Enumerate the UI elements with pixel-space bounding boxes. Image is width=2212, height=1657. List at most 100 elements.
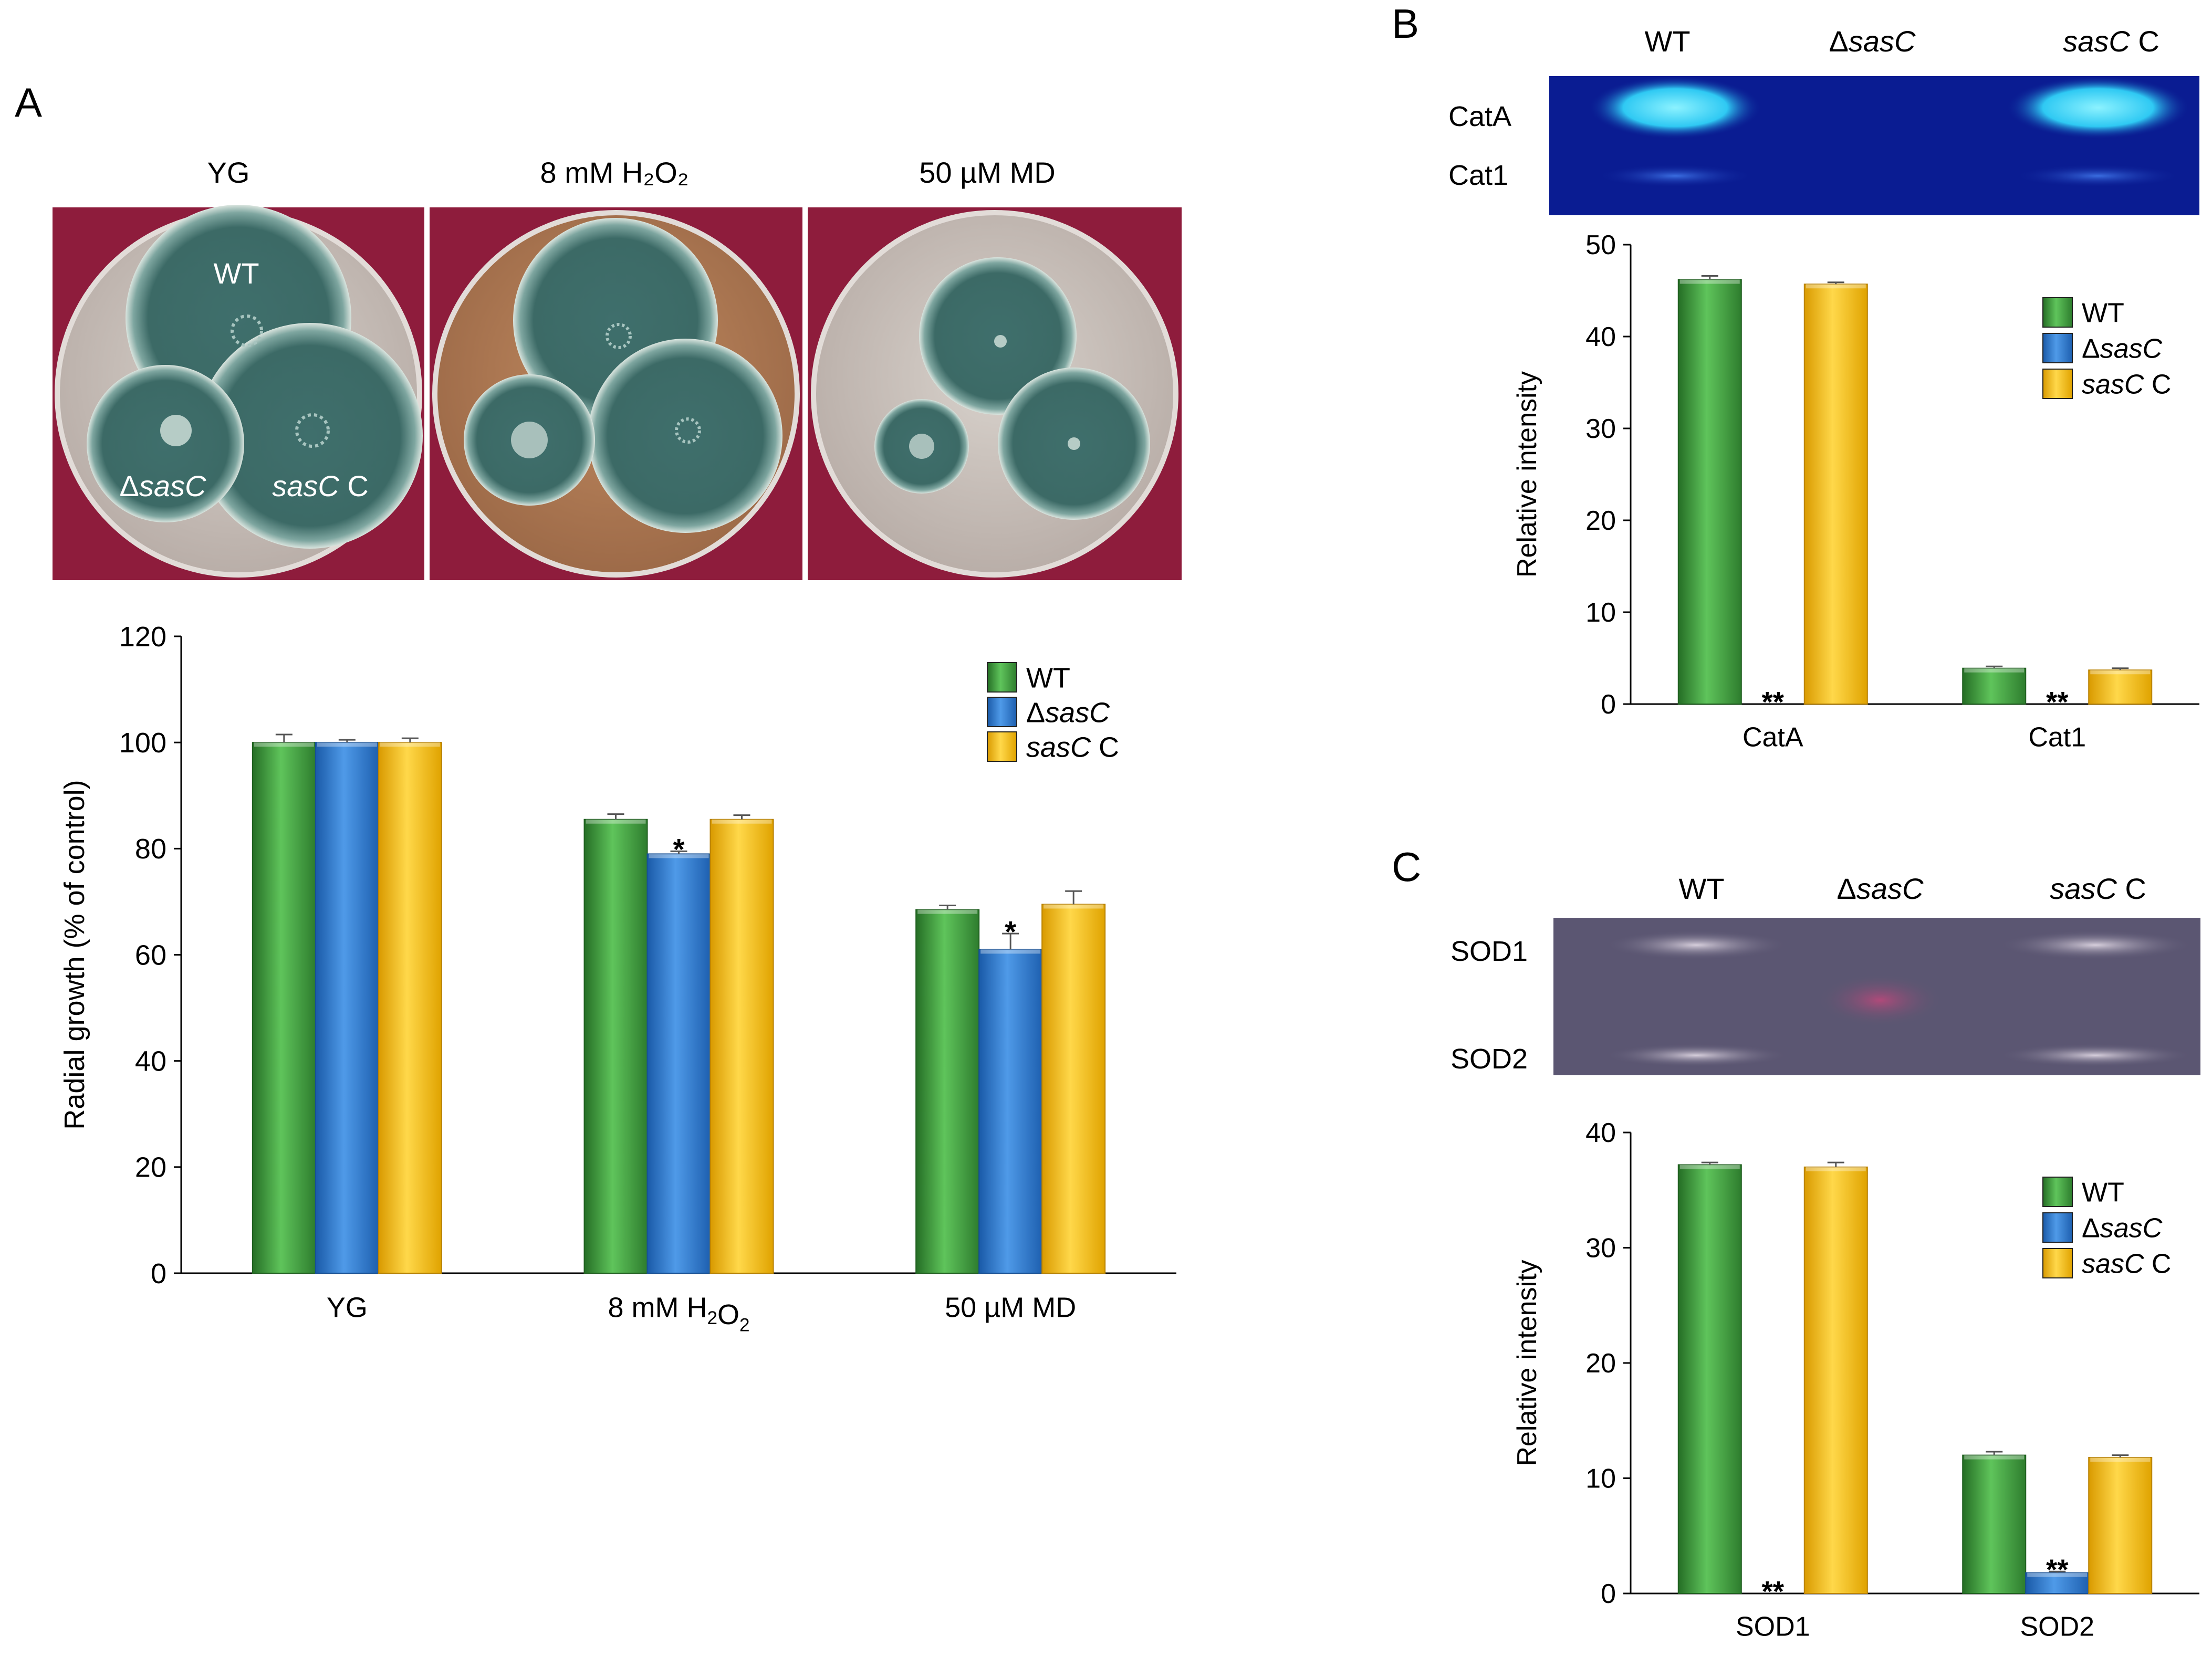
plate-yg: WT ΔsasC sasC C [53, 205, 424, 580]
x-tick-label: CatA [1743, 722, 1803, 753]
y-tick-label: 40 [1585, 1118, 1616, 1148]
panel-label-c: C [1392, 844, 1421, 890]
bar-chart-radial-growth: 0 20 40 60 80 100 120 Radial growth (% of contr… [59, 621, 1176, 1336]
colony-sascc [197, 323, 423, 549]
y-tick-label: 20 [1585, 506, 1616, 536]
plate-col-label-md: 50 µM MD [919, 156, 1055, 189]
y-tick-label: 40 [1585, 322, 1616, 352]
bar-wt-1 [1962, 667, 2027, 705]
plate-col-label-yg: YG [207, 156, 250, 189]
significance-mark: ** [1762, 1576, 1785, 1608]
bar-wt-1 [583, 819, 648, 1274]
bar-dsasc-2 [978, 949, 1043, 1274]
significance-mark: ** [2046, 686, 2069, 718]
y-axis-label: Relative intensity [1512, 1260, 1542, 1466]
bar-chart-sod: 0 10 20 30 40 Relative intensity SOD1 SOD2 ** ** W… [1512, 1118, 2199, 1642]
y-tick-label: 100 [119, 727, 166, 759]
bar-highlight [254, 742, 314, 747]
significance-mark: * [673, 833, 684, 866]
legend-label-wt: WT [1026, 662, 1070, 694]
legend-swatch-dsasc [2042, 333, 2073, 363]
legend-swatch-dsasc [987, 697, 1017, 727]
y-tick-label: 30 [1585, 414, 1616, 444]
legend-label-sascc: sasC C [2082, 370, 2171, 400]
bar-highlight [1806, 1167, 1866, 1171]
gel-b-lane-sascc: sasC C [2063, 25, 2159, 58]
bar-dsasc-1 [646, 853, 711, 1274]
legend-swatch-sascc [2042, 369, 2073, 399]
x-tick-label: 50 µM MD [945, 1292, 1076, 1324]
bar-wt-0 [1677, 279, 1742, 705]
bar-highlight [380, 742, 440, 747]
bar-sascc-2 [1041, 904, 1106, 1274]
y-tick-label: 40 [135, 1046, 166, 1077]
bar-highlight [2090, 670, 2151, 675]
bar-highlight [1679, 1165, 1740, 1169]
legend-swatch-wt [987, 662, 1017, 693]
bar-dsasc-0 [315, 742, 379, 1274]
y-tick-label: 20 [1585, 1348, 1616, 1379]
bar-wt-1 [1962, 1454, 2027, 1595]
y-tick-label: 0 [1601, 1579, 1616, 1609]
y-tick-label: 120 [119, 621, 166, 653]
y-tick-label: 20 [135, 1152, 166, 1183]
significance-mark: ** [1762, 686, 1785, 718]
x-tick-label: YG [327, 1292, 368, 1324]
bar-highlight [649, 854, 709, 858]
legend-label-dsasc: ΔsasC [2082, 1213, 2163, 1244]
x-tick-label: Cat1 [2028, 722, 2086, 753]
legend-label-dsasc: ΔsasC [2082, 334, 2163, 364]
plate-label-sascc: sasC C [272, 469, 369, 502]
gel-c-lane-wt: WT [1678, 872, 1724, 905]
gel-c-band-sod2: SOD2 [1451, 1043, 1528, 1075]
gel-b-lane-dsasc: ΔsasC [1829, 25, 1916, 58]
gel-c-lane-dsasc: ΔsasC [1837, 872, 1924, 905]
legend-label-wt: WT [2082, 298, 2124, 329]
plate-md [808, 207, 1182, 580]
bar-sascc-1 [709, 819, 774, 1274]
legend-swatch-wt [2042, 297, 2073, 328]
bar-highlight [317, 742, 377, 747]
bar-highlight [586, 819, 646, 824]
bar-sascc-1 [2088, 669, 2153, 705]
bar-sascc-0 [1803, 1166, 1868, 1595]
plate-col-label-h2o2: 8 mM H₂O₂ [540, 156, 688, 189]
gel-c-band-sod1: SOD1 [1451, 936, 1528, 967]
panel-label-b: B [1392, 1, 1419, 47]
gel-c-lane-sascc: sasC C [2050, 872, 2146, 905]
x-tick-label: SOD2 [2020, 1612, 2094, 1642]
y-tick-label: 10 [1585, 1464, 1616, 1494]
legend-label-sascc: sasC C [2082, 1249, 2171, 1280]
bar-highlight [1964, 668, 2025, 673]
bar-highlight [1679, 279, 1740, 284]
x-tick-label: SOD1 [1736, 1612, 1810, 1642]
bar-wt-0 [252, 742, 316, 1274]
gel-b-lane-wt: WT [1644, 25, 1690, 58]
legend-swatch-sascc [2042, 1248, 2073, 1278]
legend-label-sascc: sasC C [1026, 731, 1119, 763]
bar-highlight [917, 909, 978, 914]
significance-mark: ** [2046, 1554, 2069, 1586]
legend-swatch-sascc [987, 731, 1017, 762]
gel-b-band-cat1: Cat1 [1448, 160, 1508, 191]
y-tick-label: 0 [151, 1258, 166, 1289]
bar-highlight [712, 819, 772, 824]
bar-highlight [2090, 1457, 2151, 1462]
y-tick-label: 0 [1601, 689, 1616, 720]
plate-label-wt: WT [213, 257, 259, 290]
plate-h2o2 [430, 207, 802, 580]
plate-photo-panel-a: YG 8 mM H₂O₂ 50 µM MD WT ΔsasC sasC C [53, 156, 1182, 580]
legend: WT ΔsasC sasC C [2042, 297, 2171, 400]
y-tick-label: 60 [135, 939, 166, 971]
y-axis-label: Relative intensity [1512, 371, 1542, 578]
bar-wt-2 [915, 909, 980, 1274]
bar-highlight [980, 949, 1041, 954]
bar-highlight [1964, 1455, 2025, 1460]
sod-gel-panel-c: WT ΔsasC sasC C SOD1 SOD2 [1451, 872, 2200, 1075]
y-tick-label: 50 [1585, 230, 1616, 260]
y-tick-label: 10 [1585, 597, 1616, 628]
plate-label-dsasc: ΔsasC [120, 469, 207, 502]
